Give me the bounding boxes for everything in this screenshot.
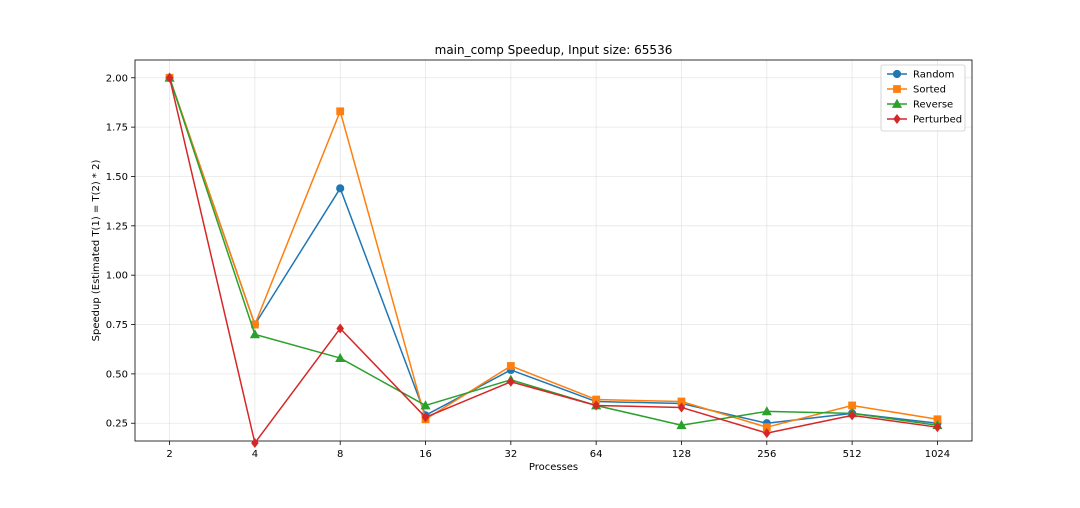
data-point-random xyxy=(336,184,345,193)
x-tick-label: 32 xyxy=(504,449,517,460)
data-point-perturbed xyxy=(592,400,600,411)
data-point-reverse xyxy=(420,400,431,410)
series-group xyxy=(164,72,943,449)
data-point-perturbed xyxy=(507,376,515,387)
y-tick-label: 0.25 xyxy=(106,419,128,430)
y-tick-label: 1.50 xyxy=(106,172,128,183)
y-axis-label: Speedup (Estimated T(1) = T(2) * 2) xyxy=(91,160,102,342)
legend-marker-perturbed xyxy=(893,113,901,125)
data-point-perturbed xyxy=(848,410,856,421)
axes: 2 4 8 16 32 64 128 256 512 1024 0.25 0.50 0.75 1.00 1.… xyxy=(106,59,973,460)
x-axis-label: Processes xyxy=(529,462,578,473)
legend: Random Sorted Reverse Perturbed xyxy=(880,64,966,132)
series-line-reverse xyxy=(168,77,938,426)
chart-title: main_comp Speedup, Input size: 65536 xyxy=(435,43,673,57)
data-point-sorted xyxy=(336,107,345,116)
legend-label-perturbed: Perturbed xyxy=(913,115,962,126)
y-tick-label: 0.75 xyxy=(106,320,128,331)
data-point-perturbed xyxy=(251,437,259,449)
series-line-sorted xyxy=(168,77,938,428)
x-tick-label: 64 xyxy=(590,449,603,460)
data-point-perturbed xyxy=(165,72,174,83)
data-point-reverse xyxy=(335,352,346,362)
data-point-perturbed xyxy=(933,422,942,433)
series-perturbed xyxy=(165,72,942,449)
x-tick-label: 512 xyxy=(843,449,862,460)
data-point-reverse xyxy=(676,419,687,430)
data-point-reverse xyxy=(249,329,260,339)
x-tick-label: 1024 xyxy=(925,449,950,460)
y-tick-label: 2.00 xyxy=(106,73,128,84)
data-point-perturbed xyxy=(677,402,686,413)
x-tick-label: 4 xyxy=(252,449,258,460)
legend-marker-reverse xyxy=(891,98,903,108)
series-line-random xyxy=(168,77,938,424)
x-tick-label: 16 xyxy=(419,449,432,460)
legend-label-random: Random xyxy=(913,70,954,81)
data-point-reverse xyxy=(761,406,772,416)
legend-label-sorted: Sorted xyxy=(913,85,946,96)
y-tick-label: 1.00 xyxy=(106,271,128,282)
x-tick-label: 128 xyxy=(672,449,691,460)
legend-item-random: Random xyxy=(887,70,954,81)
data-point-perturbed xyxy=(763,428,771,439)
grid-lines xyxy=(135,60,972,441)
legend-box xyxy=(880,64,966,132)
series-line-perturbed xyxy=(168,77,938,444)
y-tick-label: 1.75 xyxy=(106,123,128,134)
data-point-sorted xyxy=(848,401,857,410)
x-tick-label: 2 xyxy=(166,449,172,460)
data-point-perturbed xyxy=(421,412,430,423)
legend-marker-random xyxy=(892,69,902,79)
legend-item-perturbed: Perturbed xyxy=(887,113,962,126)
data-point-sorted xyxy=(506,362,515,370)
plot-frame xyxy=(134,59,973,442)
y-tick-label: 1.25 xyxy=(106,221,128,232)
legend-item-reverse: Reverse xyxy=(887,98,953,111)
x-tick-label: 8 xyxy=(337,449,343,460)
series-sorted xyxy=(165,73,942,432)
legend-label-reverse: Reverse xyxy=(913,100,953,111)
legend-item-sorted: Sorted xyxy=(887,85,946,96)
data-point-perturbed xyxy=(336,323,344,334)
x-tick-label: 256 xyxy=(757,449,776,460)
legend-marker-sorted xyxy=(893,85,901,93)
y-tick-label: 0.50 xyxy=(106,369,128,380)
